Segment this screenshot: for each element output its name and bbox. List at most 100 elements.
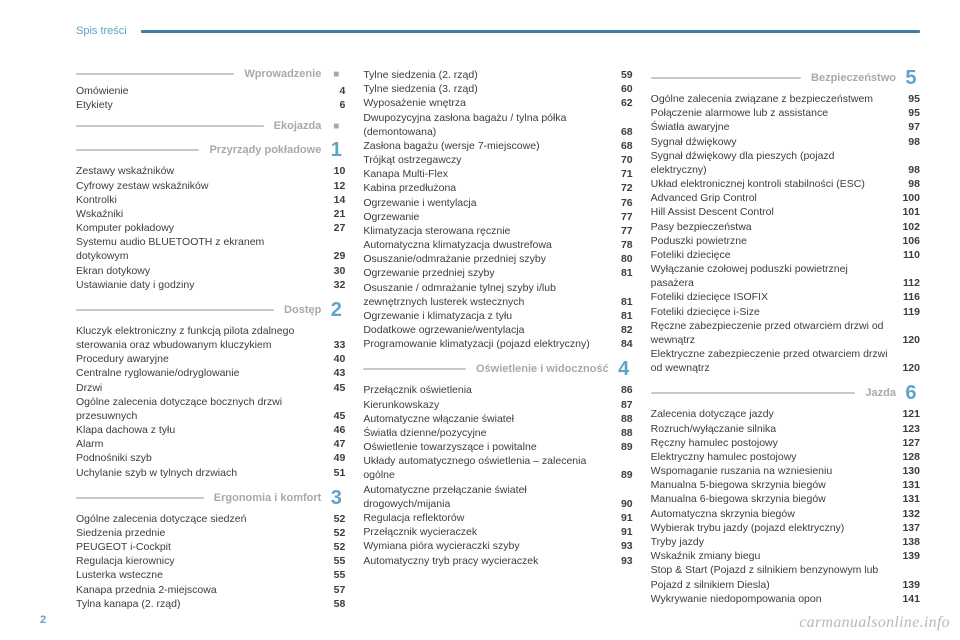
toc-entry-page: 91: [611, 525, 633, 539]
toc-entry-title: Zalecenia dotyczące jazdy: [651, 407, 898, 421]
toc-entry-page: 80: [611, 252, 633, 266]
toc-entry: Omówienie4: [76, 84, 345, 98]
toc-entry-page: 81: [611, 309, 633, 323]
toc-entry-title: Podnośniki szyb: [76, 451, 323, 465]
section-heading: Jazda6: [651, 383, 920, 403]
toc-entry: Rozruch/wyłączanie silnika123: [651, 422, 920, 436]
toc-section: Ergonomia i komfort3Ogólne zalecenia dot…: [76, 488, 345, 611]
toc-entry-title: Ręczny hamulec postojowy: [651, 436, 898, 450]
toc-entry-page: 87: [611, 398, 633, 412]
toc-entry-title: Cyfrowy zestaw wskaźników: [76, 179, 323, 193]
toc-entry: Regulacja kierownicy55: [76, 554, 345, 568]
toc-entry-page: 60: [611, 82, 633, 96]
toc-entry-page: 40: [323, 352, 345, 366]
toc-entry: Alarm47: [76, 437, 345, 451]
section-heading: Przyrządy pokładowe1: [76, 140, 345, 160]
toc-column: Wprowadzenie■Omówienie4Etykiety6Ekojazda…: [76, 68, 345, 619]
toc-entry-title: Omówienie: [76, 84, 323, 98]
toc-entry: Dodatkowe ogrzewanie/wentylacja82: [363, 323, 632, 337]
toc-entry-title: Foteliki dziecięce i-Size: [651, 305, 898, 319]
toc-entry: Drzwi45: [76, 381, 345, 395]
toc-section: Dostęp2Kluczyk elektroniczny z funkcją p…: [76, 300, 345, 480]
toc-entry-title: Alarm: [76, 437, 323, 451]
toc-entry-title: Poduszki powietrzne: [651, 234, 898, 248]
toc-entry-page: 131: [898, 478, 920, 492]
toc-entry-title: Trójkąt ostrzegawczy: [363, 153, 610, 167]
toc-columns: Wprowadzenie■Omówienie4Etykiety6Ekojazda…: [76, 68, 920, 619]
toc-entry: Etykiety6: [76, 98, 345, 112]
toc-entry-title: Światła awaryjne: [651, 120, 898, 134]
toc-entry-page: 138: [898, 535, 920, 549]
toc-entry-page: 55: [323, 568, 345, 582]
section-rule: [76, 497, 204, 499]
toc-entry-title: Kontrolki: [76, 193, 323, 207]
toc-entry: Zestawy wskaźników10: [76, 164, 345, 178]
toc-entry: Ogólne zalecenia dotyczące bocznych drzw…: [76, 395, 345, 423]
toc-entry-page: 139: [898, 549, 920, 563]
toc-entry: Pasy bezpieczeństwa102: [651, 220, 920, 234]
toc-entry: PEUGEOT i-Cockpit52: [76, 540, 345, 554]
toc-entry-title: Kierunkowskazy: [363, 398, 610, 412]
toc-entry-page: 121: [898, 407, 920, 421]
section-label: Oświetlenie i widoczność: [476, 363, 609, 375]
toc-entry-title: Manualna 5-biegowa skrzynia biegów: [651, 478, 898, 492]
toc-entry-page: 112: [898, 276, 920, 290]
toc-entry: Ustawianie daty i godziny32: [76, 278, 345, 292]
toc-entry: Elektryczne zabezpieczenie przed otwarci…: [651, 347, 920, 375]
toc-entry-title: Hill Assist Descent Control: [651, 205, 898, 219]
section-rule: [76, 73, 234, 75]
toc-entry-page: 127: [898, 436, 920, 450]
toc-entry-page: 98: [898, 177, 920, 191]
toc-section: Oświetlenie i widoczność 4 Przełącznik ośw…: [363, 359, 632, 567]
header: Spis treści: [76, 22, 920, 40]
toc-entry-page: 130: [898, 464, 920, 478]
section-heading: Oświetlenie i widoczność 4: [363, 359, 632, 379]
toc-entry: Zalecenia dotyczące jazdy121: [651, 407, 920, 421]
toc-entry-page: 52: [323, 526, 345, 540]
section-label: Dostęp: [284, 304, 321, 316]
toc-entry-page: 33: [323, 338, 345, 352]
toc-entry: Kabina przedłużona72: [363, 181, 632, 195]
toc-entry-page: 55: [323, 554, 345, 568]
toc-entry-title: Ogólne zalecenia związane z bezpieczeńst…: [651, 92, 898, 106]
toc-entry-page: 77: [611, 224, 633, 238]
section-rule: [76, 125, 264, 127]
toc-entry-title: Wyłączanie czołowej poduszki powietrznej…: [651, 262, 898, 290]
toc-entry-title: Wyposażenie wnętrza: [363, 96, 610, 110]
section-heading: Bezpieczeństwo5: [651, 68, 920, 88]
toc-entry-title: PEUGEOT i-Cockpit: [76, 540, 323, 554]
toc-column: Bezpieczeństwo5 Ogólne zalecenia związane…: [651, 68, 920, 619]
toc-entry-title: Foteliki dziecięce: [651, 248, 898, 262]
toc-section: Ekojazda■: [76, 120, 345, 132]
toc-entry: Advanced Grip Control100: [651, 191, 920, 205]
toc-entry: Wykrywanie niedopompowania opon141: [651, 592, 920, 606]
section-label: Jazda: [865, 387, 896, 399]
toc-entry-title: Kabina przedłużona: [363, 181, 610, 195]
toc-entry-title: Automatyczne włączanie świateł: [363, 412, 610, 426]
toc-entry: Kanapa przednia 2-miejscowa57: [76, 583, 345, 597]
toc-items: Tylne siedzenia (2. rząd)59Tylne siedzen…: [363, 68, 632, 351]
toc-items: Ogólne zalecenia związane z bezpieczeńst…: [651, 92, 920, 375]
toc-entry-page: 21: [323, 207, 345, 221]
toc-section: Przyrządy pokładowe1 Zestawy wskaźników10…: [76, 140, 345, 292]
toc-entry-title: Układ elektronicznej kontroli stabilnośc…: [651, 177, 898, 191]
toc-entry-title: Przełącznik wycieraczek: [363, 525, 610, 539]
toc-entry: Ręczny hamulec postojowy127: [651, 436, 920, 450]
toc-entry: Tryby jazdy138: [651, 535, 920, 549]
toc-entry-page: 84: [611, 337, 633, 351]
toc-entry: Kluczyk elektroniczny z funkcją pilota z…: [76, 324, 345, 352]
toc-entry: Systemu audio BLUETOOTH z ekranem dotyko…: [76, 235, 345, 263]
toc-entry-title: Ustawianie daty i godziny: [76, 278, 323, 292]
toc-entry-title: Kluczyk elektroniczny z funkcją pilota z…: [76, 324, 323, 352]
toc-entry: Automatyczny tryb pracy wycieraczek93: [363, 554, 632, 568]
section-marker: 4: [615, 359, 633, 379]
toc-entry-title: Programowanie klimatyzacji (pojazd elekt…: [363, 337, 610, 351]
toc-entry: Ogólne zalecenia dotyczące siedzeń52: [76, 512, 345, 526]
toc-items: Kluczyk elektroniczny z funkcją pilota z…: [76, 324, 345, 480]
toc-entry-page: 45: [323, 381, 345, 395]
toc-entry: Wskaźniki21: [76, 207, 345, 221]
toc-entry-title: Etykiety: [76, 98, 323, 112]
toc-entry-title: Automatyczne przełączanie świateł drogow…: [363, 483, 610, 511]
toc-entry: Tylne siedzenia (3. rząd)60: [363, 82, 632, 96]
toc-items: Przełącznik oświetlenia86Kierunkowskazy8…: [363, 383, 632, 567]
